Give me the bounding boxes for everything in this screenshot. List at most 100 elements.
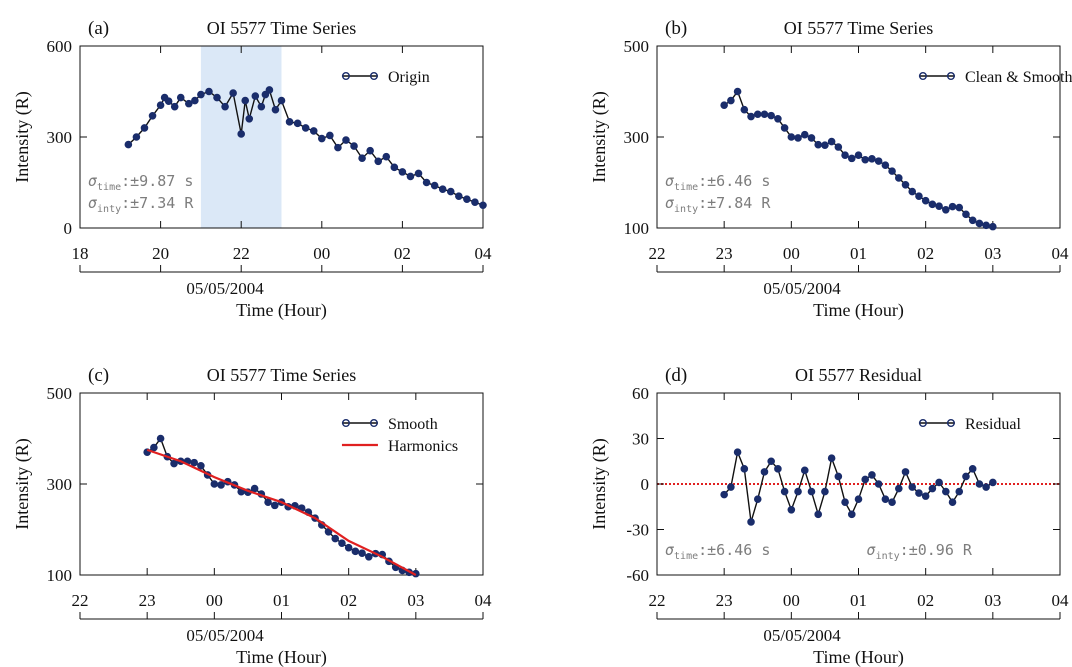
data-point [264, 498, 272, 507]
data-point [962, 472, 970, 481]
data-point [800, 466, 809, 475]
data-point [422, 178, 431, 187]
sigma-subscript: inty [674, 204, 698, 215]
data-point [351, 547, 360, 556]
data-point [197, 90, 205, 99]
x-tick-label: 00 [783, 244, 800, 263]
sigma-symbol: σ [665, 172, 674, 190]
data-point [760, 468, 769, 476]
data-point [915, 192, 923, 200]
legend-marker [341, 71, 350, 80]
x-tick-label: 00 [313, 244, 330, 263]
data-point [794, 487, 802, 496]
date-label: 05/05/2004 [763, 279, 841, 298]
panel-label: (b) [665, 18, 687, 39]
sigma-symbol: σ [88, 194, 97, 212]
data-point [975, 219, 984, 228]
data-point [150, 443, 158, 452]
data-point [821, 141, 829, 149]
legend-marker [369, 419, 378, 428]
date-label: 05/05/2004 [186, 626, 264, 645]
data-point [213, 93, 221, 102]
sigma-symbol: σ [665, 194, 674, 212]
sigma-value: :±6.46 s [698, 541, 770, 559]
data-point [895, 484, 903, 493]
legend-marker [946, 419, 955, 428]
data-point [814, 510, 823, 519]
legend-label: Origin [388, 69, 430, 86]
harmonics-line [146, 448, 417, 576]
legend-label: Residual [965, 416, 1022, 433]
data-point [237, 130, 245, 138]
data-point [720, 490, 728, 499]
data-point [921, 196, 930, 205]
data-point [271, 105, 280, 114]
y-tick-label: -60 [626, 566, 649, 585]
data-point [928, 200, 937, 209]
panel-d: -60 -30 0 30 60 22 23 00 01 02 03 04 (d) OI 5577 Resi… [589, 365, 1069, 667]
y-tick-label: 30 [632, 430, 649, 449]
data-point [774, 465, 782, 473]
sigma-value: :±9.87 s [121, 172, 193, 190]
data-point [382, 152, 391, 161]
x-tick-label: 03 [984, 591, 1001, 610]
sigma-subscript: time [674, 551, 698, 562]
data-point [968, 216, 977, 225]
y-axis-label: Intensity (R) [12, 438, 33, 530]
data-point [210, 480, 219, 488]
chart-title: OI 5577 Time Series [784, 18, 934, 38]
sigma-value: :±0.96 R [900, 541, 973, 559]
sigma-stat: σinty:±7.84 R [665, 194, 771, 215]
data-point [847, 154, 856, 163]
x-tick-label: 01 [850, 591, 867, 610]
y-tick-label: 500 [624, 37, 650, 56]
data-point [827, 454, 836, 463]
data-point [807, 487, 816, 496]
data-point [942, 487, 950, 496]
data-point [251, 92, 260, 100]
data-point [250, 484, 259, 493]
data-point [479, 201, 487, 210]
y-tick-label: 600 [47, 37, 73, 56]
data-point [854, 151, 863, 159]
data-point [881, 161, 890, 170]
x-tick-label: 18 [72, 244, 89, 263]
data-point [132, 133, 141, 141]
data-point [814, 140, 823, 149]
data-point [935, 478, 943, 487]
data-point [868, 471, 876, 479]
y-tick-label: 60 [632, 384, 649, 403]
data-point [463, 195, 471, 203]
x-tick-label: 22 [649, 244, 666, 263]
chart-title: OI 5577 Time Series [207, 365, 357, 385]
data-point [895, 174, 903, 182]
sigma-symbol: σ [665, 541, 674, 559]
x-tick-label: 22 [72, 591, 89, 610]
data-point [720, 101, 728, 109]
data-point [962, 210, 970, 219]
y-tick-label: 100 [624, 219, 650, 238]
data-point [955, 487, 964, 496]
data-point [767, 457, 775, 466]
data-point [156, 101, 165, 109]
data-point [908, 483, 917, 491]
data-point [471, 198, 479, 207]
legend-label: Smooth [388, 416, 438, 433]
sigma-stat: σinty:±7.34 R [88, 194, 194, 215]
data-point [217, 481, 225, 489]
data-point [874, 157, 883, 165]
data-point [834, 472, 843, 481]
data-point [176, 93, 185, 102]
data-point [350, 142, 358, 150]
data-point [982, 483, 990, 491]
sigma-stat: σtime:±9.87 s [88, 172, 193, 193]
data-point [955, 203, 964, 212]
sigma-subscript: inty [876, 551, 900, 562]
panel-b: 100 300 500 22 23 00 01 02 03 04 (b) OI 5577 Time S… [589, 18, 1072, 321]
series-clean-smooth [720, 87, 997, 231]
data-point [398, 168, 407, 176]
data-point [968, 465, 977, 473]
legend-marker [369, 71, 378, 80]
sigma-value: :±7.84 R [698, 194, 771, 212]
